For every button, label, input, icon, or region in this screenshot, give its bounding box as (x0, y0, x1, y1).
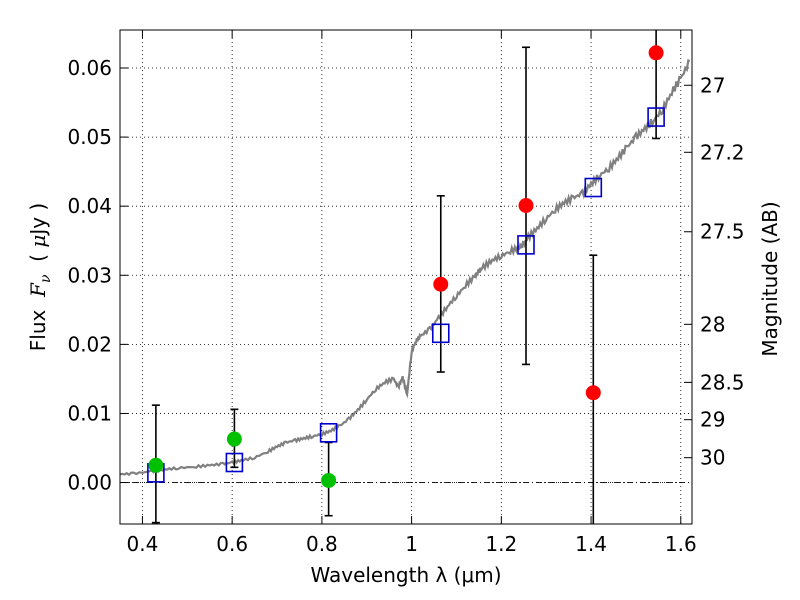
observed-point (226, 431, 242, 447)
y-axis-label-unit: Jy ) (26, 203, 50, 237)
x-tick-label: 1.6 (665, 532, 697, 556)
magnitude-axis-label: Magnitude (AB) (758, 201, 782, 356)
observed-point (148, 457, 164, 473)
y-axis-label-mu: μ (26, 235, 50, 248)
x-axis-label: Wavelength λ (μm) (310, 563, 501, 587)
x-tick-label: 1.4 (575, 532, 607, 556)
model-point-square (431, 323, 450, 344)
magnitude-tick-label: 28.5 (700, 370, 745, 394)
model-point-square (647, 107, 665, 127)
magnitude-tick-label: 30 (700, 446, 725, 470)
magnitude-tick-label: 27.2 (700, 140, 745, 164)
y-tick-label: 0.01 (67, 401, 112, 425)
y-tick-label: 0.05 (67, 125, 112, 149)
y-tick-label: 0.04 (67, 194, 112, 218)
x-tick-label: 1 (405, 532, 418, 556)
magnitude-tick-label: 27 (700, 73, 725, 97)
magnitude-tick-label: 29 (700, 408, 725, 432)
x-tick-label: 0.4 (127, 532, 159, 556)
magnitude-tick-label: 28 (700, 312, 725, 336)
y-axis-label-open: ( (26, 248, 50, 275)
observed-point (648, 45, 664, 61)
y-tick-label: 0.00 (67, 471, 112, 495)
y-axis-label-prefix: Flux (26, 297, 50, 351)
model-point-square (225, 452, 244, 473)
observed-photometry-points (148, 45, 664, 488)
x-tick-label: 0.6 (216, 532, 248, 556)
observed-point (433, 276, 449, 292)
y-tick-label: 0.03 (67, 263, 112, 287)
error-bars (151, 30, 661, 524)
observed-point (585, 385, 601, 401)
spectrum-line (119, 59, 691, 477)
grid-lines (120, 30, 692, 524)
x-axis-ticks: 0.4 0.6 0.8 1 1.2 1.4 1.6 (127, 30, 697, 556)
y-tick-label: 0.06 (67, 56, 112, 80)
observed-point (518, 197, 534, 213)
y-axis-ticks: 0.00 0.01 0.02 0.03 0.04 0.05 0.06 (67, 56, 128, 495)
y-axis-label-symbol: F (26, 282, 50, 298)
y-tick-label: 0.02 (67, 332, 112, 356)
model-point-square (584, 177, 603, 198)
y-axis-label-subscript: ν (38, 274, 54, 283)
x-tick-label: 0.8 (306, 532, 338, 556)
model-photometry-squares (147, 107, 665, 483)
model-point-square (517, 235, 535, 255)
model-spectrum (119, 59, 691, 477)
magnitude-axis-ticks: 27 27.2 27.5 28 28.5 29 30 (684, 73, 745, 470)
plot-frame (119, 29, 693, 525)
model-point-square (319, 422, 338, 443)
y-axis-label: Flux Fν ( μJy ) (26, 203, 54, 351)
observed-point (321, 472, 337, 488)
magnitude-tick-label: 27.5 (700, 220, 745, 244)
x-tick-label: 1.2 (485, 532, 517, 556)
